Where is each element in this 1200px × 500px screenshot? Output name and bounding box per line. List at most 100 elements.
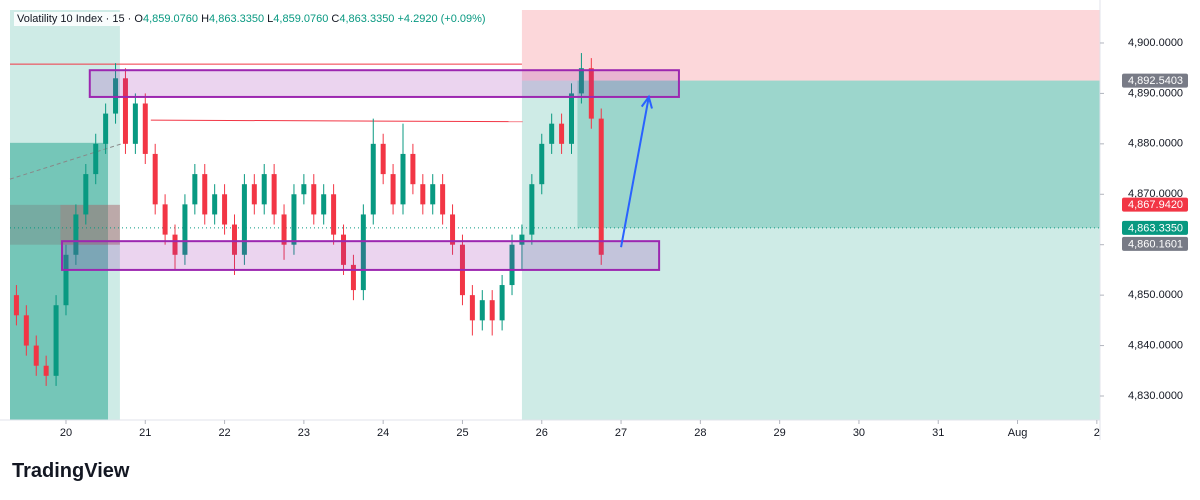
position-area: [10, 10, 120, 420]
candle-body: [281, 214, 287, 245]
candle-body: [360, 214, 366, 291]
ohlc-value: 4,863.3350: [339, 13, 395, 25]
candle-body: [598, 118, 604, 255]
candle-body: [172, 234, 178, 255]
position-area: [521, 10, 1100, 81]
candle-body: [23, 315, 29, 346]
candle-body: [241, 184, 247, 255]
ohlc-key: C: [331, 13, 340, 25]
candle-body: [83, 174, 89, 215]
candle-body: [559, 123, 565, 144]
candle-body: [162, 204, 168, 235]
chart-header: Volatility 10 Index · 15 · O4,859.0760 H…: [14, 12, 489, 26]
candle-body: [202, 174, 208, 215]
x-tick-label: 31: [932, 427, 944, 439]
trend-line: [9, 143, 122, 180]
y-tick-label: 4,830.0000: [1128, 390, 1183, 402]
candle-body: [321, 194, 327, 215]
y-tick-label: 4,890.0000: [1128, 87, 1183, 99]
arrow: [620, 94, 653, 248]
price-label-bg: [1122, 220, 1188, 235]
candle-body: [33, 345, 39, 366]
candle-body: [450, 214, 456, 245]
candle-body: [132, 103, 138, 144]
price-label-bg: [1122, 236, 1188, 251]
candle-body: [469, 295, 475, 321]
y-tick-label: 4,870.0000: [1128, 188, 1183, 200]
position-area: [60, 204, 120, 245]
candle-body: [499, 285, 505, 321]
candle-body: [182, 204, 188, 255]
candle-body: [13, 295, 19, 316]
x-tick-label: 30: [853, 427, 865, 439]
x-tick-label: 24: [377, 427, 389, 439]
ohlc-value: 4,859.0760: [142, 13, 199, 25]
candle-body: [291, 194, 297, 245]
candle-body: [529, 184, 535, 235]
candle-body: [63, 254, 69, 306]
symbol[interactable]: Volatility 10 Index · 15 ·: [17, 13, 132, 25]
position-area: [10, 142, 109, 420]
candle-body: [568, 93, 574, 144]
candle-body: [479, 300, 485, 321]
brand-text: TradingView: [12, 460, 130, 482]
x-tick-label: 23: [298, 427, 310, 439]
candle-body: [103, 113, 109, 144]
ohlc-key: O: [134, 13, 143, 25]
x-tick-label: 27: [615, 427, 627, 439]
x-tick-label: 29: [774, 427, 786, 439]
change: +4.2920 (+0.09%): [397, 13, 486, 25]
price-label-bg: [1122, 73, 1188, 88]
ohlc-key: L: [267, 13, 274, 25]
candle-body: [390, 174, 396, 205]
zone-box: [61, 240, 661, 271]
candle-body: [231, 224, 237, 255]
candle-body: [122, 78, 128, 144]
candle-body: [549, 123, 555, 144]
candle-body: [113, 78, 119, 114]
candle-body: [271, 174, 277, 215]
y-tick-label: 4,900.0000: [1128, 37, 1183, 49]
y-tick-label: 4,850.0000: [1128, 289, 1183, 301]
candle-body: [43, 365, 49, 376]
brand-logo[interactable]: TradingView: [12, 460, 129, 483]
candle-body: [212, 194, 218, 215]
price-label: 4,860.1601: [1128, 238, 1183, 250]
candle-body: [519, 234, 525, 245]
candle-body: [53, 305, 59, 376]
price-label-bg: [1122, 197, 1188, 212]
candle-body: [489, 300, 495, 321]
price-label: 4,863.3350: [1128, 222, 1183, 234]
x-tick-label: 28: [694, 427, 706, 439]
candle-body: [420, 184, 426, 205]
ohlc-value: 4,859.0760: [273, 13, 329, 25]
candle-body: [251, 184, 257, 205]
candle-body: [152, 153, 158, 205]
candle-body: [539, 143, 545, 185]
candle-body: [430, 184, 436, 205]
candle-body: [400, 153, 406, 205]
x-tick-label: 20: [60, 427, 72, 439]
ohlc-key: H: [201, 13, 210, 25]
x-tick-label: Aug: [1008, 427, 1028, 439]
candle-body: [380, 143, 386, 175]
candle-body: [73, 214, 79, 255]
x-tick-label: 21: [139, 427, 151, 439]
ohlc-value: 4,863.3350: [209, 13, 265, 25]
candle-body: [261, 174, 267, 205]
candle-body: [440, 184, 446, 215]
candle-body: [370, 143, 376, 215]
candle-body: [350, 264, 356, 291]
candle-body: [192, 174, 198, 205]
level-line: [150, 119, 523, 123]
zone-box: [88, 69, 680, 98]
candle-body: [93, 143, 99, 175]
price-label: 4,867.9420: [1128, 199, 1183, 211]
x-tick-label: 22: [218, 427, 230, 439]
candle-body: [331, 194, 337, 235]
position-area: [577, 80, 1100, 228]
x-tick-label: 26: [536, 427, 548, 439]
candle-body: [578, 68, 584, 94]
